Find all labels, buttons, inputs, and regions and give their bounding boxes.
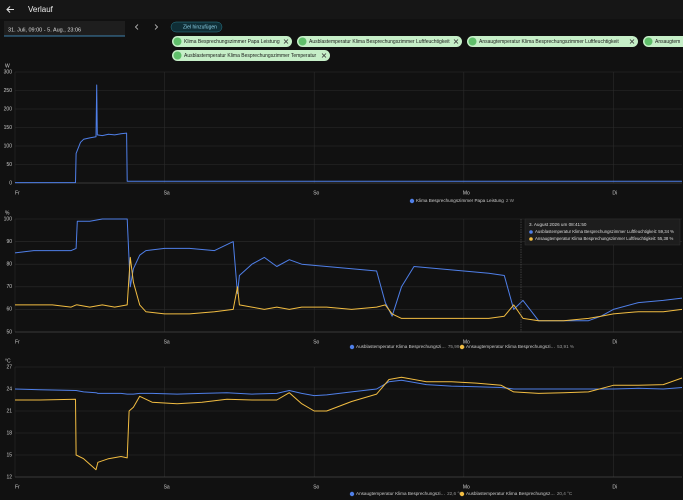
y-tick-label: 90 [6, 239, 12, 245]
x-tick-label: Sa [164, 190, 170, 196]
x-tick-label: Di [612, 190, 617, 196]
chip-label: Ausblastemperatur Klima Besprechungszimm… [309, 39, 450, 45]
x-tick-label: Sa [164, 339, 170, 345]
chip-label: Klima Besprechungszimmer Papa Leistung [184, 39, 280, 45]
series-line [14, 218, 683, 322]
top-bar [0, 0, 683, 19]
y-tick-label: 200 [4, 106, 13, 112]
x-tick-label: Fr [15, 190, 20, 196]
y-tick-label: 12 [6, 474, 12, 480]
y-tick-label: 18 [6, 430, 12, 436]
x-tick-label: Mo [463, 484, 470, 490]
legend-label: Ausblastemperatur Klima Besprechungszi… [356, 344, 446, 349]
y-tick-label: 15 [6, 452, 12, 458]
x-tick-label: Mo [463, 190, 470, 196]
series-line [15, 84, 682, 184]
target-chip[interactable] [643, 36, 683, 47]
chip-icon [468, 37, 477, 46]
legend-value: 53,91 % [557, 344, 574, 349]
legend-label: Ausblastemperatur Klima Besprechungsz… [466, 491, 555, 496]
y-tick-label: 300 [4, 69, 13, 75]
legend-swatch [459, 491, 465, 497]
target-chip[interactable] [172, 36, 292, 47]
y-axis-unit: % [5, 210, 10, 216]
date-range: 31. Juli, 09:00 - 5. Aug., 23:06 [8, 27, 81, 33]
x-tick-label: Sa [164, 484, 170, 490]
x-tick-label: Di [612, 339, 617, 345]
legend-swatch [409, 198, 415, 204]
y-tick-label: 100 [4, 143, 13, 149]
add-target-label: Ziel hinzufügen [183, 25, 217, 31]
tooltip-swatch [529, 237, 533, 241]
tooltip-title: 3. August 2026 um 08:41:50 [529, 222, 587, 227]
y-tick-label: 80 [6, 262, 12, 268]
legend-label: Klima Besprechungszimmer Papa Leistung [416, 198, 504, 203]
y-tick-label: 250 [4, 88, 13, 94]
chip-remove[interactable] [321, 53, 327, 58]
legend-swatch [459, 344, 465, 350]
tooltip-swatch [529, 230, 533, 234]
chip-remove[interactable] [283, 39, 289, 44]
chip-icon [173, 51, 182, 60]
x-tick-label: So [313, 190, 319, 196]
tooltip [524, 218, 681, 246]
prev-button[interactable] [134, 24, 139, 30]
chip-label: Ansaugtem [655, 39, 680, 45]
chip-label: Ansaugtemperatur Klima Besprechungszimme… [479, 39, 619, 45]
legend-value: 75,99 % [448, 344, 465, 349]
date-picker[interactable] [4, 21, 125, 36]
y-tick-label: 150 [4, 125, 13, 131]
y-tick-label: 0 [9, 180, 12, 186]
y-axis-unit: °C [5, 358, 11, 364]
series-line [14, 379, 683, 397]
back-button[interactable] [6, 6, 14, 13]
y-axis-unit: W [5, 63, 10, 69]
target-chip[interactable] [172, 50, 330, 61]
y-tick-label: 27 [6, 364, 12, 370]
chip-remove[interactable] [453, 39, 459, 44]
legend-swatch [349, 491, 355, 497]
y-tick-label: 50 [6, 329, 12, 335]
chip-remove[interactable] [629, 39, 635, 44]
chip-icon [644, 37, 653, 46]
y-tick-label: 24 [6, 386, 12, 392]
series-line [15, 376, 683, 471]
x-tick-label: Di [612, 484, 617, 490]
add-target-button[interactable] [170, 21, 223, 33]
target-chip[interactable] [297, 36, 462, 47]
legend-label: Ansaugtemperatur Klima Besprechungszi… [466, 344, 555, 349]
legend-value: 22,6 °C [447, 491, 463, 496]
tooltip-line: Ansaugtemperatur Klima Besprechungszimme… [535, 236, 673, 241]
x-tick-label: Fr [15, 339, 20, 345]
legend-label: Ansaugtemperatur Klima Besprechungszi… [356, 491, 445, 496]
legend-swatch [349, 344, 355, 350]
series-line [15, 256, 683, 322]
chip-icon [173, 37, 182, 46]
y-tick-label: 100 [4, 216, 13, 222]
legend-value: 2 W [506, 198, 515, 203]
page-title: Verlauf [28, 5, 54, 14]
y-tick-label: 21 [6, 408, 12, 414]
target-chip[interactable] [467, 36, 638, 47]
x-tick-label: So [313, 339, 319, 345]
tooltip-line: Ausblastemperatur Klima Besprechungszimm… [535, 229, 674, 234]
x-tick-label: So [313, 484, 319, 490]
chip-icon [298, 37, 307, 46]
y-tick-label: 50 [6, 162, 12, 168]
next-button[interactable] [154, 24, 159, 30]
y-tick-label: 70 [6, 284, 12, 290]
chip-label: Ausblastemperatur Klima Besprechungszimm… [184, 53, 317, 59]
y-tick-label: 60 [6, 307, 12, 313]
x-tick-label: Mo [463, 339, 470, 345]
x-tick-label: Fr [15, 484, 20, 490]
legend-value: 20,4 °C [557, 491, 573, 496]
